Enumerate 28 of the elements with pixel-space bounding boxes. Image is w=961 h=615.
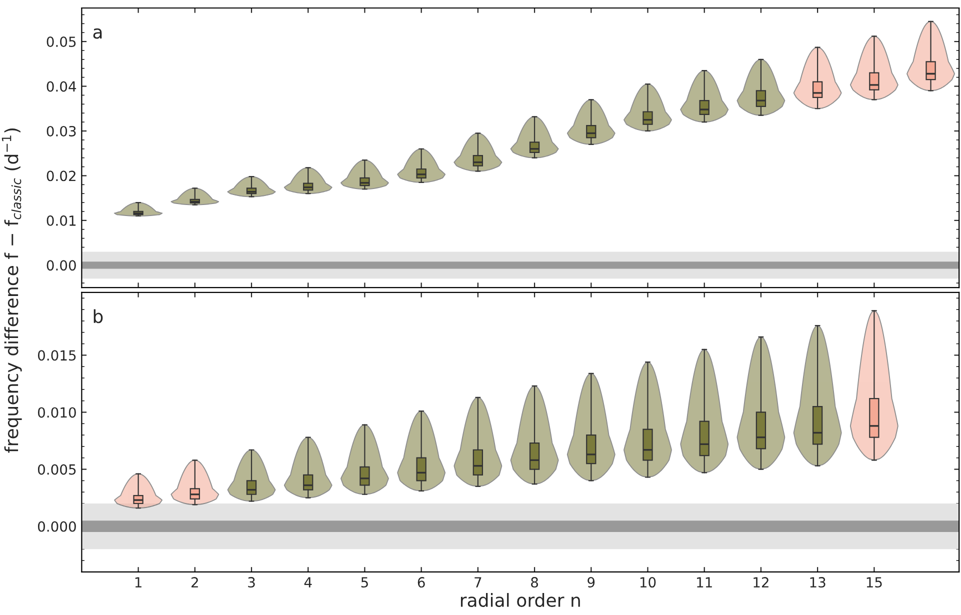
x-tick-label: 6 — [418, 577, 425, 588]
annotation: b — [94, 309, 103, 324]
y-tick-label: 0.03 — [46, 126, 76, 136]
y-tick-label: 0.005 — [38, 464, 76, 475]
y-tick-label: 0.02 — [46, 170, 76, 182]
x-tick-label: 15 — [866, 577, 882, 588]
y-tick-label: 0.01 — [46, 215, 76, 226]
x-tick-label: 13 — [810, 577, 826, 588]
y-tick-label: 0.00 — [46, 260, 76, 271]
x-axis-title: radial order n — [460, 593, 580, 608]
x-tick-label: 12 — [754, 577, 768, 588]
x-tick-label: 3 — [248, 577, 255, 588]
x-tick-label: 8 — [531, 577, 538, 588]
x-tick-label: 2 — [191, 577, 198, 588]
x-tick-label: 11 — [697, 577, 712, 588]
annotation: a — [93, 28, 102, 39]
x-tick-label: 9 — [588, 577, 595, 588]
x-tick-label: 10 — [640, 577, 656, 588]
y-tick-label: 0.05 — [46, 36, 76, 48]
y-tick-label: 0.010 — [38, 407, 76, 418]
y-tick-label: 0.015 — [38, 350, 76, 361]
y-tick-label: 0.000 — [38, 521, 76, 532]
x-tick-label: 4 — [304, 577, 312, 588]
y-axis-title: frequency difference f − f$_{classic}$ (d$^{−1}$) — [2, 128, 22, 453]
x-tick-label: 5 — [361, 577, 368, 588]
x-tick-label: 1 — [135, 577, 142, 588]
x-tick-label: 7 — [474, 577, 482, 588]
y-tick-label: 0.04 — [46, 81, 76, 92]
